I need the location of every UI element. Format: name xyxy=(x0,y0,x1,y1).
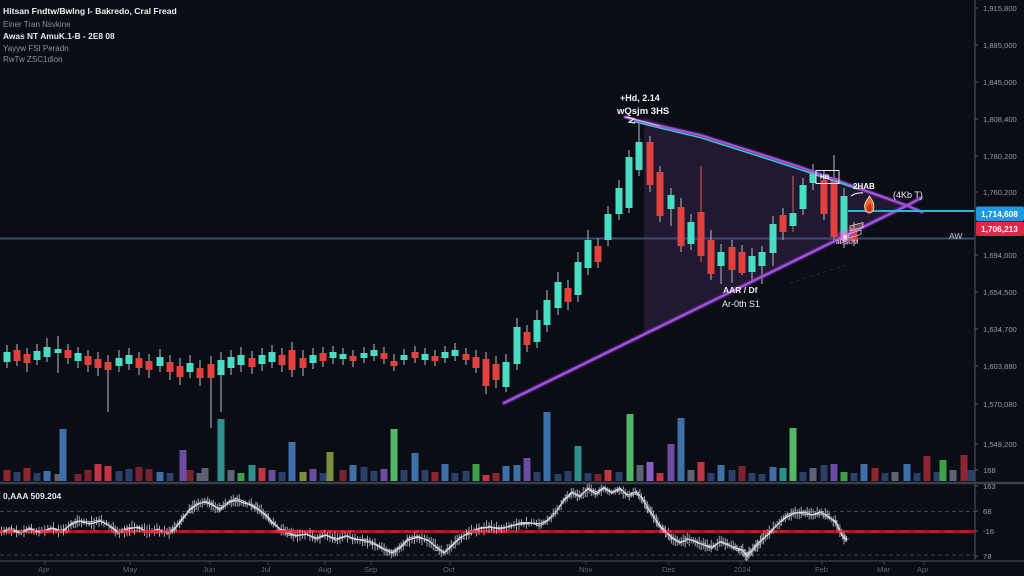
svg-text:Oct: Oct xyxy=(443,565,456,574)
svg-text:1,760,200: 1,760,200 xyxy=(983,188,1017,197)
svg-text:Ar-0th S1: Ar-0th S1 xyxy=(722,299,760,309)
svg-text:Feb: Feb xyxy=(815,565,828,574)
svg-text:1,549,200: 1,549,200 xyxy=(983,440,1017,449)
svg-text:Apr: Apr xyxy=(917,565,929,574)
svg-text:May: May xyxy=(123,565,137,574)
svg-text:Jun: Jun xyxy=(203,565,215,574)
svg-text:RwTw ZSC1dion: RwTw ZSC1dion xyxy=(3,55,63,64)
svg-text:Hitsan Fndtw/Bwlng I- Bakredo,: Hitsan Fndtw/Bwlng I- Bakredo, Cral Frea… xyxy=(3,6,177,16)
svg-text:Mar: Mar xyxy=(877,565,890,574)
svg-text:AW: AW xyxy=(949,231,962,241)
svg-text:Awas NT AmuK.1-B - 2E8 08: Awas NT AmuK.1-B - 2E8 08 xyxy=(3,31,115,41)
svg-text:68: 68 xyxy=(983,507,991,516)
svg-text:1,654,500: 1,654,500 xyxy=(983,288,1017,297)
svg-text:-16: -16 xyxy=(983,527,994,536)
svg-text:(4Kb T): (4Kb T) xyxy=(893,190,923,200)
svg-text:168: 168 xyxy=(983,466,996,475)
svg-text:1,885,000: 1,885,000 xyxy=(983,41,1017,50)
svg-text:78: 78 xyxy=(983,552,991,561)
svg-text:Yayyw FSI Peradn: Yayyw FSI Peradn xyxy=(3,44,69,53)
svg-text:0,AAA 509.204: 0,AAA 509.204 xyxy=(3,491,62,501)
svg-text:Einer Tran Nsvkine: Einer Tran Nsvkine xyxy=(3,20,71,29)
svg-text:163: 163 xyxy=(983,482,996,491)
svg-text:Dec: Dec xyxy=(662,565,676,574)
svg-text:1,570,080: 1,570,080 xyxy=(983,400,1017,409)
svg-text:1,694,000: 1,694,000 xyxy=(983,251,1017,260)
svg-text:+Hd, 2.14: +Hd, 2.14 xyxy=(620,93,660,103)
svg-text:Aug: Aug xyxy=(318,565,331,574)
svg-text:Sep: Sep xyxy=(364,565,377,574)
svg-text:1,845,000: 1,845,000 xyxy=(983,78,1017,87)
svg-text:Apr: Apr xyxy=(38,565,50,574)
svg-text:2HAB: 2HAB xyxy=(853,182,875,191)
svg-text:1,915,800: 1,915,800 xyxy=(983,4,1017,13)
svg-text:1,808,400: 1,808,400 xyxy=(983,115,1017,124)
svg-text:Nov: Nov xyxy=(579,565,593,574)
svg-text:1,780,200: 1,780,200 xyxy=(983,152,1017,161)
svg-text:2024: 2024 xyxy=(734,565,751,574)
svg-text:wQsjm 3HS: wQsjm 3HS xyxy=(616,106,669,117)
svg-text:1,603,880: 1,603,880 xyxy=(983,362,1017,371)
svg-text:aPSUM: aPSUM xyxy=(836,239,858,246)
svg-text:1,634,700: 1,634,700 xyxy=(983,325,1017,334)
svg-text:1,706,213: 1,706,213 xyxy=(981,224,1018,234)
svg-text:1,714,608: 1,714,608 xyxy=(981,209,1018,219)
svg-text:HB: HB xyxy=(820,174,830,181)
svg-text:AAR / Df: AAR / Df xyxy=(723,285,758,295)
svg-text:Jul: Jul xyxy=(261,565,271,574)
